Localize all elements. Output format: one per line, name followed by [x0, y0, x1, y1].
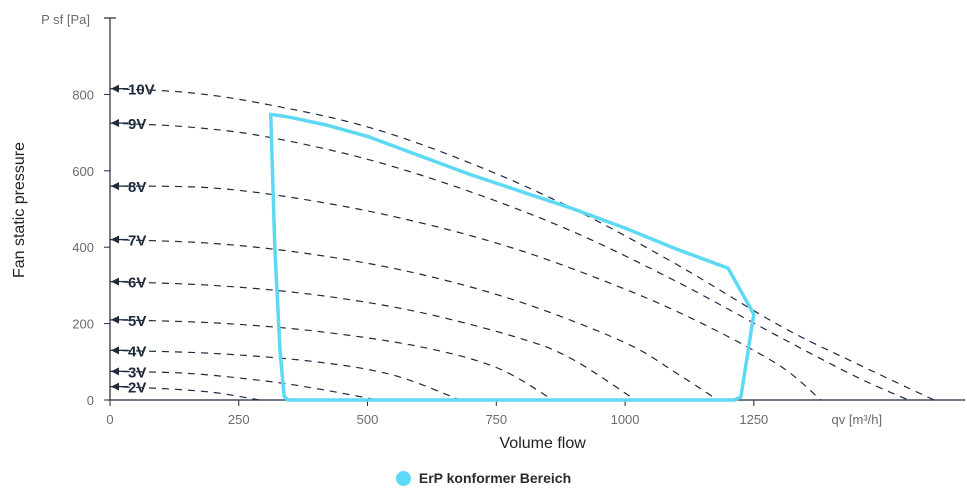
voltage-label-5v: 5V — [128, 313, 146, 330]
legend-label: ErP konformer Bereich — [418, 470, 572, 486]
voltage-label-2v: 2V — [128, 380, 146, 397]
y-axis-title: Fan static pressure — [11, 142, 28, 278]
x-tick-label: 250 — [228, 412, 250, 427]
marker-arrow-8v — [111, 182, 119, 191]
curve-10v — [109, 88, 935, 401]
curve-9v — [109, 122, 909, 401]
x-tick-label: 0 — [106, 412, 113, 427]
x-unit-label: qv [m³/h] — [832, 412, 883, 427]
erp-area — [268, 112, 756, 402]
voltage-label-6v: 6V — [128, 275, 146, 292]
curve-3v — [109, 370, 378, 401]
fan-curve-chart: 0 250 500 750 1000 1250 0 200 400 600 800 P sf [Pa]… — [11, 12, 965, 452]
curve-5v — [109, 319, 554, 401]
marker-arrow-5v — [111, 315, 119, 324]
marker-arrow-6v — [111, 277, 119, 286]
x-tick-label: 750 — [485, 412, 507, 427]
marker-arrow-3v — [111, 367, 119, 376]
y-tick-label: 600 — [72, 164, 94, 179]
voltage-label-7v: 7V — [128, 233, 146, 250]
y-tick-label: 400 — [72, 240, 94, 255]
y-unit-label: P sf [Pa] — [41, 12, 90, 27]
voltage-label-10v: 10V — [128, 82, 155, 99]
marker-arrow-10v — [111, 84, 119, 93]
y-tick-label: 0 — [87, 393, 94, 408]
x-tick-label: 1000 — [611, 412, 640, 427]
curve-6v — [109, 281, 636, 401]
voltage-label-9v: 9V — [128, 116, 146, 133]
marker-arrow-9v — [111, 119, 119, 128]
marker-arrow-4v — [111, 346, 119, 355]
x-tick-label: 500 — [357, 412, 379, 427]
voltage-label-3v: 3V — [128, 364, 146, 381]
y-tick-label: 200 — [72, 317, 94, 332]
curve-4v — [109, 349, 461, 401]
marker-arrow-2v — [111, 382, 119, 391]
voltage-label-8v: 8V — [128, 179, 146, 196]
y-tick-label: 800 — [72, 87, 94, 102]
x-axis-title: Volume flow — [500, 435, 587, 452]
curve-8v — [109, 185, 822, 401]
voltage-curves — [109, 88, 935, 401]
voltage-label-4v: 4V — [128, 343, 146, 360]
marker-arrow-7v — [111, 235, 119, 244]
axes: 0 250 500 750 1000 1250 0 200 400 600 800 P sf [Pa]… — [11, 12, 965, 452]
legend: ErP konformer Bereich — [0, 470, 967, 486]
erp-boundary — [268, 112, 756, 402]
legend-swatch — [395, 470, 411, 486]
curve-7v — [109, 239, 719, 401]
x-tick-label: 1250 — [739, 412, 768, 427]
